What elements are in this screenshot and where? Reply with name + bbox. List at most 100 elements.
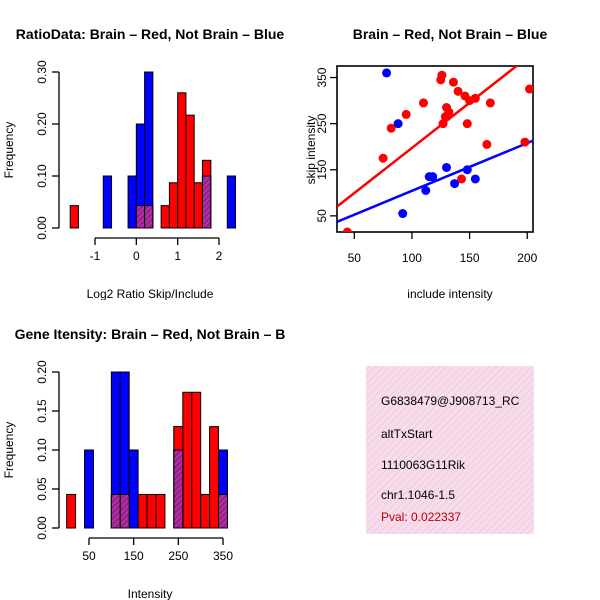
intensity-brain-bar <box>146 493 157 529</box>
scatter-not-brain-point <box>398 209 408 219</box>
event-type: altTxStart <box>381 427 433 441</box>
intensity-brain-bar <box>137 493 148 529</box>
scatter-y-tick-label: 150 <box>315 159 329 179</box>
scatter-y-tick-label: 350 <box>315 67 329 87</box>
ratio-overlap-bar <box>201 175 212 229</box>
ratio-x-tick-label: 0 <box>133 249 140 263</box>
scatter-brain-point <box>342 227 352 232</box>
scatter-brain-point <box>418 98 428 108</box>
ratio-x-tick-label: 1 <box>174 249 181 263</box>
intensity-brain-bar <box>191 391 202 529</box>
intensity-not-brain-bar <box>128 449 139 529</box>
ratio-not-brain-bar <box>127 175 137 229</box>
intensity-brain-bar <box>182 391 193 529</box>
ratio-x-tick-label: -1 <box>90 249 101 263</box>
ratio-x-label: Log2 Ratio Skip/Include <box>87 287 214 301</box>
scatter-brain-point <box>470 93 480 103</box>
probe-id: G6838479@J908713_RC <box>381 394 520 408</box>
intensity-overlap-bar <box>119 493 130 529</box>
genomic-location: chr1.1046-1.5 <box>381 488 456 502</box>
intensity-x-tick-label: 50 <box>82 549 96 563</box>
intensity-x-tick-label: 250 <box>168 549 188 563</box>
scatter-not-brain-point <box>470 174 480 184</box>
scatter-brain-point <box>444 107 454 117</box>
scatter-brain-point <box>453 86 463 96</box>
intensity-brain-bar <box>200 493 211 529</box>
intensity-y-tick-label: 0.15 <box>35 399 49 423</box>
scatter-brain-point <box>378 153 388 163</box>
scatter-brain-point <box>520 137 530 147</box>
scatter-brain-point <box>448 77 458 87</box>
scatter-y-tick-label: 50 <box>315 209 329 223</box>
ratio-histogram-title: RatioData: Brain – Red, Not Brain – Blue <box>16 26 285 42</box>
ratio-brain-bar <box>177 92 187 229</box>
scatter-title: Brain – Red, Not Brain – Blue <box>353 26 548 42</box>
ratio-brain-bar <box>160 205 170 229</box>
scatter-brain-point <box>525 84 533 94</box>
intensity-brain-bar <box>66 493 77 529</box>
gene-symbol: 1110063G11Rik <box>381 458 466 472</box>
scatter-brain-point <box>437 70 447 80</box>
ratio-y-tick-label: 0.20 <box>35 112 49 136</box>
scatter-not-brain-point <box>442 162 452 172</box>
scatter-not-brain-point <box>428 172 438 182</box>
ratio-x-tick-label: 2 <box>216 249 223 263</box>
intensity-x-tick-label: 150 <box>124 549 144 563</box>
ratio-y-tick-label: 0.00 <box>35 216 49 240</box>
ratio-overlap-bar <box>144 205 154 229</box>
ratio-brain-bar <box>69 205 79 229</box>
intensity-histogram: Gene Itensity: Brain – Red, Not Brain – … <box>2 326 285 600</box>
scatter-brain-point <box>482 139 492 149</box>
scatter-y-tick-label: 250 <box>315 113 329 133</box>
scatter-x-tick-label: 50 <box>348 251 362 265</box>
intensity-overlap-bar <box>218 493 228 529</box>
ratio-brain-bar <box>193 182 203 229</box>
ratio-overlap-bar <box>135 205 146 229</box>
intensity-y-tick-label: 0.10 <box>35 438 49 462</box>
scatter-not-brain-point <box>462 165 472 175</box>
intensity-overlap-bar <box>110 493 121 529</box>
scatter-brain-point <box>457 174 467 184</box>
scatter-brain-point <box>401 109 411 119</box>
intensity-y-tick-label: 0.20 <box>35 360 49 384</box>
ratio-brain-bar <box>185 114 195 229</box>
scatter-brain-fit-line <box>337 66 519 208</box>
info-panel: G6838479@J908713_RC altTxStart 1110063G1… <box>366 366 534 534</box>
ratio-not-brain-bar <box>102 175 113 229</box>
intensity-brain-bar <box>155 493 166 529</box>
intensity-scatter: Brain – Red, Not Brain – Blue 50 100 150 20… <box>304 26 547 301</box>
scatter-brain-point <box>438 119 448 129</box>
scatter-x-tick-label: 100 <box>402 251 422 265</box>
intensity-brain-bar <box>209 426 220 529</box>
scatter-brain-point <box>462 119 472 129</box>
scatter-x-label: include intensity <box>407 287 492 301</box>
info-panel-background <box>366 366 534 534</box>
intensity-y-tick-label: 0.00 <box>35 516 49 540</box>
scatter-brain-point <box>386 123 396 133</box>
intensity-not-brain-bar <box>84 449 94 529</box>
scatter-y-label: skip intensity <box>304 116 318 185</box>
scatter-not-brain-point <box>382 68 392 78</box>
ratio-histogram: RatioData: Brain – Red, Not Brain – Blue… <box>2 26 285 301</box>
scatter-not-brain-point <box>393 119 403 129</box>
p-value: Pval: 0.022337 <box>381 510 462 524</box>
ratio-y-label: Frequency <box>2 122 16 179</box>
ratio-y-tick-label: 0.30 <box>35 60 49 84</box>
ratio-not-brain-bar <box>144 71 154 229</box>
intensity-x-label: Intensity <box>128 587 173 600</box>
scatter-x-tick-label: 200 <box>517 251 537 265</box>
intensity-x-tick-label: 350 <box>213 549 233 563</box>
scatter-plot-box <box>336 65 534 233</box>
ratio-y-tick-label: 0.10 <box>35 164 49 188</box>
scatter-brain-point <box>485 98 495 108</box>
intensity-y-label: Frequency <box>2 422 16 479</box>
scatter-not-brain-point <box>450 179 460 189</box>
intensity-y-tick-label: 0.05 <box>35 477 49 501</box>
intensity-histogram-title: Gene Itensity: Brain – Red, Not Brain – … <box>15 326 286 342</box>
scatter-not-brain-point <box>421 186 431 195</box>
intensity-overlap-bar <box>173 449 184 529</box>
scatter-not-brain-fit-line <box>337 139 533 224</box>
ratio-brain-bar <box>168 182 179 229</box>
ratio-not-brain-bar <box>226 175 237 229</box>
